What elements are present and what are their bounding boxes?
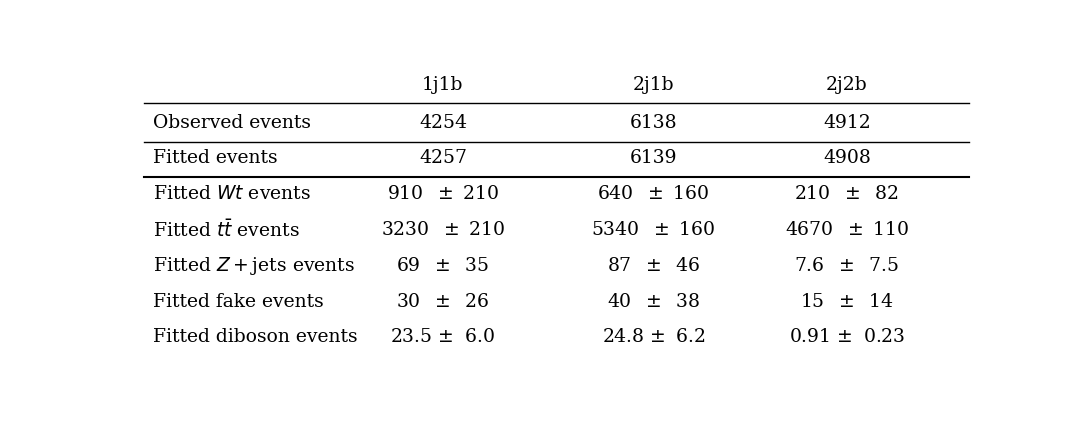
Text: 4908: 4908 — [823, 150, 871, 167]
Text: 40 $\;\pm\;$ 38: 40 $\;\pm\;$ 38 — [607, 293, 700, 311]
Text: 5340 $\;\pm$ 160: 5340 $\;\pm$ 160 — [591, 221, 716, 239]
Text: Fitted diboson events: Fitted diboson events — [152, 329, 357, 346]
Text: 4670 $\;\pm$ 110: 4670 $\;\pm$ 110 — [785, 221, 909, 239]
Text: 1j1b: 1j1b — [422, 76, 464, 94]
Text: 2j2b: 2j2b — [826, 76, 868, 94]
Text: Fitted fake events: Fitted fake events — [152, 293, 324, 311]
Text: Fitted $t\bar{t}$ events: Fitted $t\bar{t}$ events — [152, 219, 300, 241]
Text: 4257: 4257 — [419, 150, 467, 167]
Text: 3230 $\;\pm$ 210: 3230 $\;\pm$ 210 — [381, 221, 505, 239]
Text: 6138: 6138 — [630, 114, 678, 132]
Text: 87 $\;\pm\;$ 46: 87 $\;\pm\;$ 46 — [607, 257, 700, 275]
Text: 15 $\;\pm\;$ 14: 15 $\;\pm\;$ 14 — [800, 293, 894, 311]
Text: 30 $\;\pm\;$ 26: 30 $\;\pm\;$ 26 — [396, 293, 490, 311]
Text: Fitted $Wt$ events: Fitted $Wt$ events — [152, 185, 311, 203]
Text: Observed events: Observed events — [152, 114, 311, 132]
Text: 23.5 $\pm\;$ 6.0: 23.5 $\pm\;$ 6.0 — [391, 329, 495, 346]
Text: Fitted events: Fitted events — [152, 150, 277, 167]
Text: 7.6 $\;\pm\;$ 7.5: 7.6 $\;\pm\;$ 7.5 — [794, 257, 899, 275]
Text: 910 $\;\pm$ 210: 910 $\;\pm$ 210 — [387, 185, 500, 203]
Text: 640 $\;\pm$ 160: 640 $\;\pm$ 160 — [597, 185, 709, 203]
Text: 2j1b: 2j1b — [632, 76, 674, 94]
Text: 6139: 6139 — [630, 150, 677, 167]
Text: 24.8 $\pm\;$ 6.2: 24.8 $\pm\;$ 6.2 — [602, 329, 705, 346]
Text: 0.91 $\pm\;$ 0.23: 0.91 $\pm\;$ 0.23 — [788, 329, 905, 346]
Text: 210 $\;\pm\;$ 82: 210 $\;\pm\;$ 82 — [795, 185, 899, 203]
Text: 4254: 4254 — [419, 114, 467, 132]
Text: 69 $\;\pm\;$ 35: 69 $\;\pm\;$ 35 — [396, 257, 490, 275]
Text: Fitted $Z+$jets events: Fitted $Z+$jets events — [152, 255, 355, 277]
Text: 4912: 4912 — [823, 114, 871, 132]
